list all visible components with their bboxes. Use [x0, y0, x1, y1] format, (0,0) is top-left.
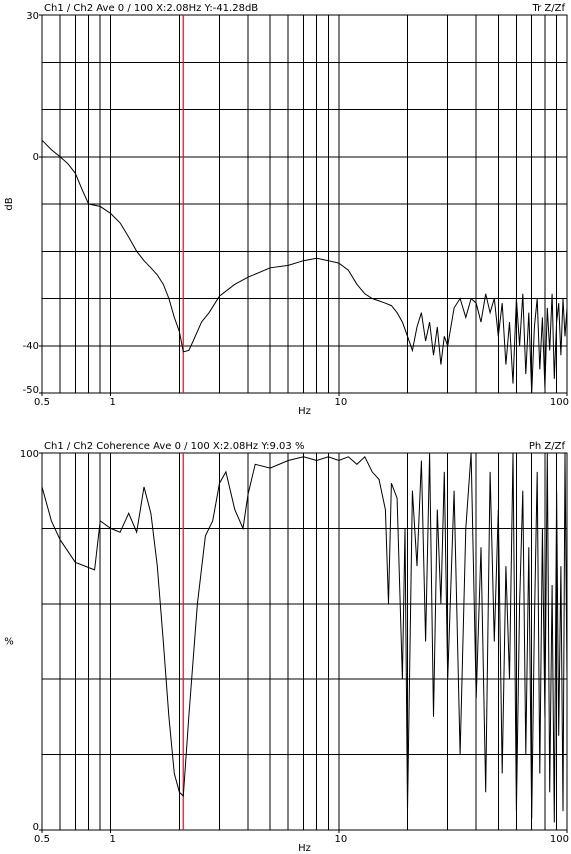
y-tick-label: 0 — [33, 822, 39, 833]
panel-header: Ch1 / Ch2 Coherence Ave 0 / 100 X:2.08Hz… — [44, 441, 304, 452]
chart-panel: 0.5 1 10 100 30 0 -40 -50 Ch1 / Ch2 Ave 0 / 100 … — [4, 3, 569, 417]
x-tick-label: 1 — [109, 397, 115, 408]
y-tick-label: 30 — [26, 11, 39, 22]
y-axis-label: % — [4, 637, 14, 648]
x-tick-label: 10 — [334, 397, 347, 408]
x-axis-label: Hz — [298, 406, 311, 417]
chart-panel: 0.5 1 10 100 100 0 Ch1 / Ch2 Coherence Ave 0 /… — [4, 441, 569, 854]
x-tick-label: 100 — [550, 834, 569, 845]
data-line — [41, 452, 568, 823]
y-tick-label: -50 — [23, 385, 39, 396]
x-tick-label: 0.5 — [34, 397, 50, 408]
x-axis-label: Hz — [298, 843, 311, 854]
x-tick-label: 100 — [550, 397, 569, 408]
data-line — [41, 139, 568, 394]
panel-corner-label: Ph Z/Zf — [529, 441, 566, 452]
y-axis-label: dB — [4, 197, 15, 210]
y-tick-label: -40 — [23, 341, 39, 352]
panel-corner-label: Tr Z/Zf — [531, 3, 565, 14]
y-tick-label: 100 — [20, 449, 39, 460]
x-tick-label: 0.5 — [34, 834, 50, 845]
y-tick-label: 0 — [33, 152, 39, 163]
x-tick-label: 1 — [109, 834, 115, 845]
x-tick-label: 10 — [334, 834, 347, 845]
panel-header: Ch1 / Ch2 Ave 0 / 100 X:2.08Hz Y:-41.28d… — [44, 3, 258, 14]
